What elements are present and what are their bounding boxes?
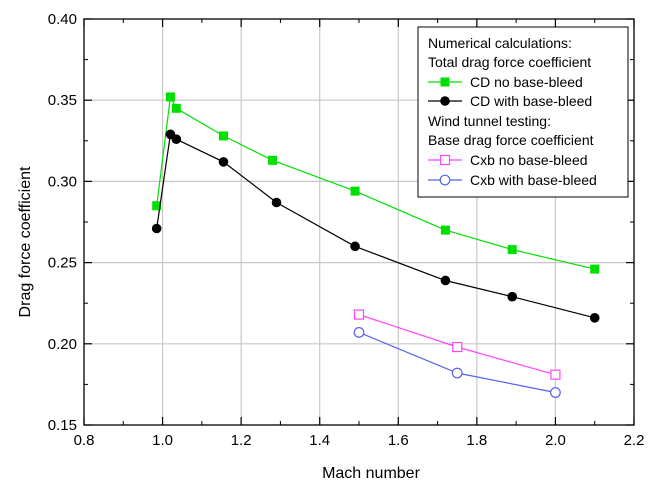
data-point [268, 155, 278, 165]
legend-heading-wind-tunnel: Wind tunnel testing: [428, 113, 551, 129]
legend-marker [440, 77, 450, 87]
data-point [171, 103, 181, 113]
y-axis-title: Drag force coefficient [17, 166, 34, 317]
legend-marker [440, 96, 450, 106]
legend-entry-cd-no-base-bleed [428, 77, 462, 87]
x-tick-label: 1.6 [388, 432, 409, 449]
series-2 [353, 309, 561, 380]
x-tick-label: 1.8 [466, 432, 487, 449]
data-point [350, 186, 360, 196]
series-1 [151, 129, 600, 323]
series-layer [151, 92, 600, 398]
data-point [171, 134, 182, 144]
legend-marker [439, 154, 451, 166]
y-tick-label: 0.15 [48, 417, 77, 434]
x-tick-label: 2.0 [545, 432, 566, 449]
data-point [440, 275, 451, 286]
tick-labels: 0.8 1.0 1.2 1.4 1.6 1.8 2.0 2.2 0.15 0.20 0.25 0.30… [48, 11, 645, 449]
legend-heading-total-drag: Total drag force coefficient [428, 54, 591, 70]
data-point [353, 309, 365, 320]
data-point [165, 92, 175, 102]
data-point [451, 367, 463, 379]
series-0 [152, 92, 600, 274]
x-tick-label: 1.4 [309, 432, 330, 449]
y-tick-label: 0.30 [48, 173, 77, 190]
legend-entry-cxb-with-base-bleed [428, 174, 462, 186]
legend-label-cd-with-base-bleed: CD with base-bleed [470, 93, 592, 109]
y-tick-label: 0.35 [48, 92, 77, 109]
y-tick-label: 0.40 [48, 11, 77, 28]
data-point [590, 264, 600, 274]
data-point [353, 327, 365, 338]
legend-entry-cd-with-base-bleed [428, 96, 462, 106]
data-point [151, 223, 162, 234]
legend: Numerical calculations: Total drag force… [417, 26, 629, 198]
legend-entry-cxb-no-base-bleed [428, 154, 462, 166]
legend-heading-numerical: Numerical calculations: [428, 35, 572, 51]
x-tick-label: 1.0 [152, 432, 173, 449]
series-3 [353, 327, 561, 398]
data-point [440, 225, 450, 235]
data-point [507, 245, 517, 255]
series-line [358, 331, 556, 394]
legend-box [417, 26, 629, 198]
legend-marker [439, 174, 451, 186]
legend-heading-base-drag: Base drag force coefficient [428, 132, 594, 148]
data-point [152, 201, 162, 211]
x-axis-title: Mach number [322, 465, 420, 482]
legend-label-cxb-with-base-bleed: Cxb with base-bleed [470, 172, 597, 188]
data-point [550, 387, 561, 398]
data-point [271, 197, 282, 208]
x-tick-label: 0.8 [74, 432, 95, 449]
x-tick-label: 2.2 [624, 432, 645, 449]
data-point [452, 341, 463, 353]
data-point [507, 291, 518, 302]
data-point [550, 369, 561, 380]
legend-label-cd-no-base-bleed: CD no base-bleed [470, 74, 583, 90]
y-tick-label: 0.25 [48, 255, 77, 272]
data-point [350, 241, 360, 252]
x-tick-label: 1.2 [231, 432, 252, 449]
data-point [589, 313, 600, 323]
legend-label-cxb-no-base-bleed: Cxb no base-bleed [470, 152, 588, 168]
y-tick-label: 0.20 [48, 336, 77, 353]
data-point [218, 157, 229, 167]
axis-ticks [83, 18, 635, 426]
data-point [218, 131, 228, 141]
